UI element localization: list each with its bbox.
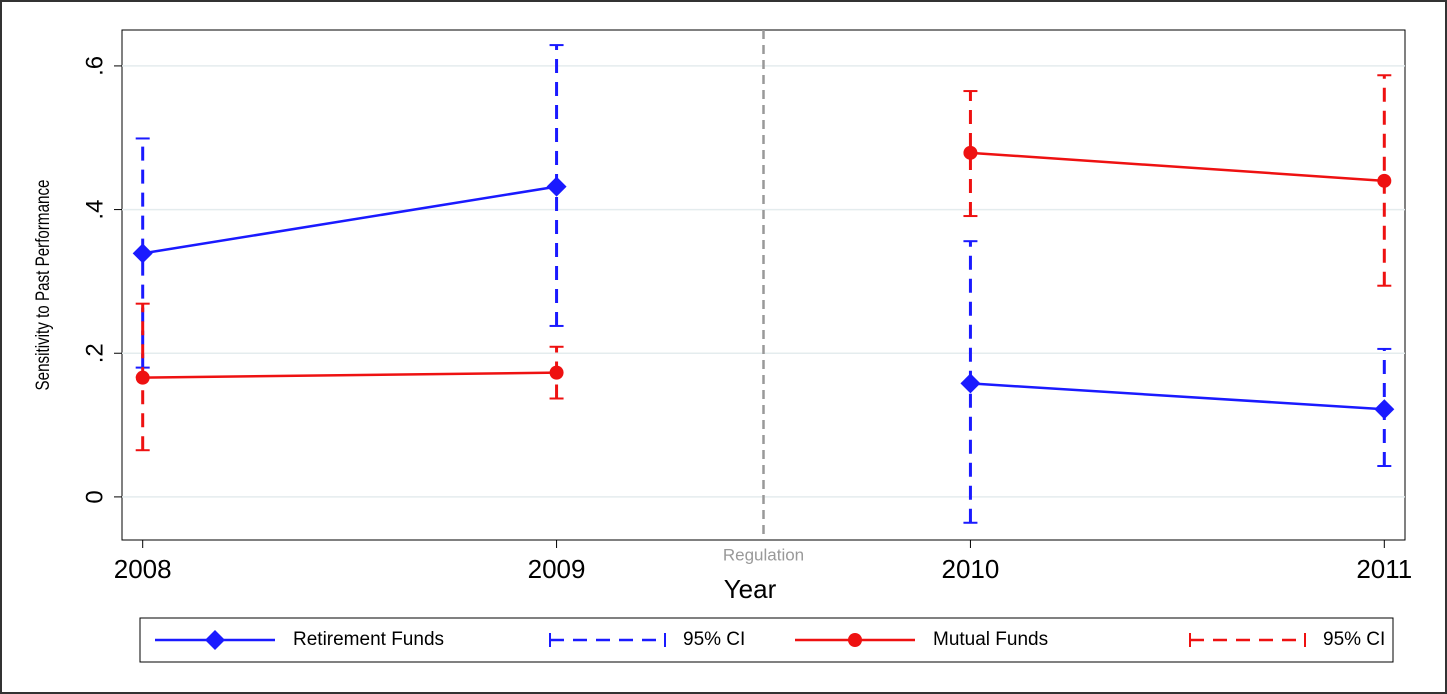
point bbox=[1374, 399, 1395, 420]
series-line bbox=[142, 185, 557, 255]
legend-label: 95% CI bbox=[683, 629, 745, 650]
point bbox=[549, 365, 564, 380]
legend-label: Retirement Funds bbox=[293, 629, 444, 650]
y-tick-label: .4 bbox=[81, 200, 108, 220]
y-tick-label: .2 bbox=[81, 343, 108, 363]
x-tick-label: 2008 bbox=[114, 554, 172, 584]
x-tick-label: 2009 bbox=[528, 554, 586, 584]
x-tick-label: 2011 bbox=[1356, 554, 1412, 584]
y-tick-label: 0 bbox=[81, 490, 108, 503]
regulation-label: Regulation bbox=[723, 545, 804, 564]
point bbox=[960, 373, 981, 394]
y-axis-label: Sensitivity to Past Performance bbox=[31, 180, 53, 391]
series-line bbox=[970, 382, 1385, 411]
legend-marker bbox=[848, 633, 862, 647]
legend-label: 95% CI bbox=[1323, 629, 1385, 650]
series-line bbox=[142, 371, 557, 379]
legend-label: Mutual Funds bbox=[933, 629, 1048, 650]
point bbox=[1377, 173, 1392, 188]
y-tick-label: .6 bbox=[81, 56, 108, 76]
legend-marker bbox=[205, 630, 225, 650]
point bbox=[546, 176, 567, 197]
legend bbox=[139, 617, 1394, 663]
point bbox=[963, 145, 978, 160]
series-line bbox=[970, 151, 1385, 183]
x-axis-label: Year bbox=[724, 574, 777, 604]
point bbox=[135, 370, 150, 385]
x-tick-label: 2010 bbox=[942, 554, 1000, 584]
point bbox=[132, 243, 153, 264]
